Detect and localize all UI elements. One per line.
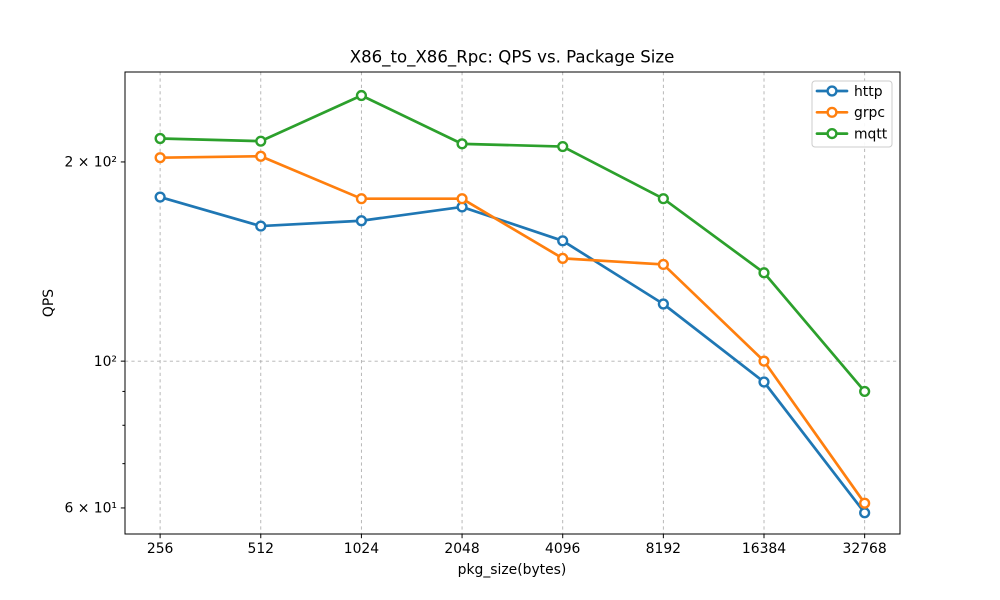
data-point-grpc — [456, 193, 468, 205]
data-point-grpc — [557, 252, 569, 264]
data-point-http — [657, 298, 669, 310]
axes-frame — [124, 71, 901, 535]
data-point-http — [557, 235, 569, 247]
data-point-mqtt — [758, 267, 770, 279]
x-tick-label: 4096 — [545, 541, 580, 557]
legend-label: http — [854, 84, 883, 100]
data-point-mqtt — [255, 135, 267, 147]
legend-item-http: http — [815, 84, 883, 100]
data-point-grpc — [859, 497, 871, 509]
data-point-mqtt — [456, 138, 468, 150]
legend-marker — [826, 106, 838, 118]
data-point-http — [255, 220, 267, 232]
legend-item-mqtt: mqtt — [815, 127, 888, 143]
series-line-http — [158, 195, 867, 515]
series-line-mqtt — [158, 94, 867, 393]
x-axis-label: pkg_size(bytes) — [458, 562, 567, 578]
y-axis-label: QPS — [41, 289, 57, 317]
data-point-mqtt — [557, 140, 569, 153]
data-point-grpc — [355, 193, 368, 205]
data-point-mqtt — [657, 193, 669, 205]
x-tick-label: 16384 — [742, 541, 786, 557]
data-point-http — [859, 507, 871, 519]
y-tick-label: 2 × 10² — [64, 155, 117, 171]
data-point-grpc — [657, 258, 669, 271]
x-tick-label: 8192 — [646, 541, 681, 557]
legend-marker — [826, 128, 838, 140]
legend-item-grpc: grpc — [815, 105, 885, 121]
legend-label: grpc — [854, 105, 885, 121]
data-point-grpc — [154, 152, 166, 164]
legend-label: mqtt — [854, 127, 888, 143]
data-point-mqtt — [859, 385, 871, 398]
y-tick-label: 6 × 10¹ — [64, 501, 117, 517]
x-tick-label: 2048 — [444, 541, 479, 557]
data-point-grpc — [255, 150, 267, 162]
y-tick-label: 10² — [94, 354, 117, 370]
legend: http grpc mqtt — [811, 80, 893, 148]
series-layer — [154, 89, 871, 519]
data-point-http — [154, 191, 166, 203]
chart-title: X86_to_X86_Rpc: QPS vs. Package Size — [350, 48, 675, 68]
x-tick-label: 512 — [248, 541, 275, 557]
axis-ticks-layer: 256 512 1024 2048 4096 8192 16384 32768 2 × 10² 1… — [64, 155, 886, 557]
x-tick-label: 256 — [147, 541, 174, 557]
data-point-http — [758, 376, 770, 388]
x-tick-label: 1024 — [344, 541, 380, 557]
data-point-mqtt — [355, 89, 368, 102]
data-point-mqtt — [154, 132, 166, 145]
data-point-http — [355, 215, 368, 227]
data-point-grpc — [758, 355, 770, 367]
legend-marker — [826, 85, 838, 97]
x-tick-label: 32768 — [843, 541, 887, 557]
series-line-grpc — [158, 154, 867, 505]
